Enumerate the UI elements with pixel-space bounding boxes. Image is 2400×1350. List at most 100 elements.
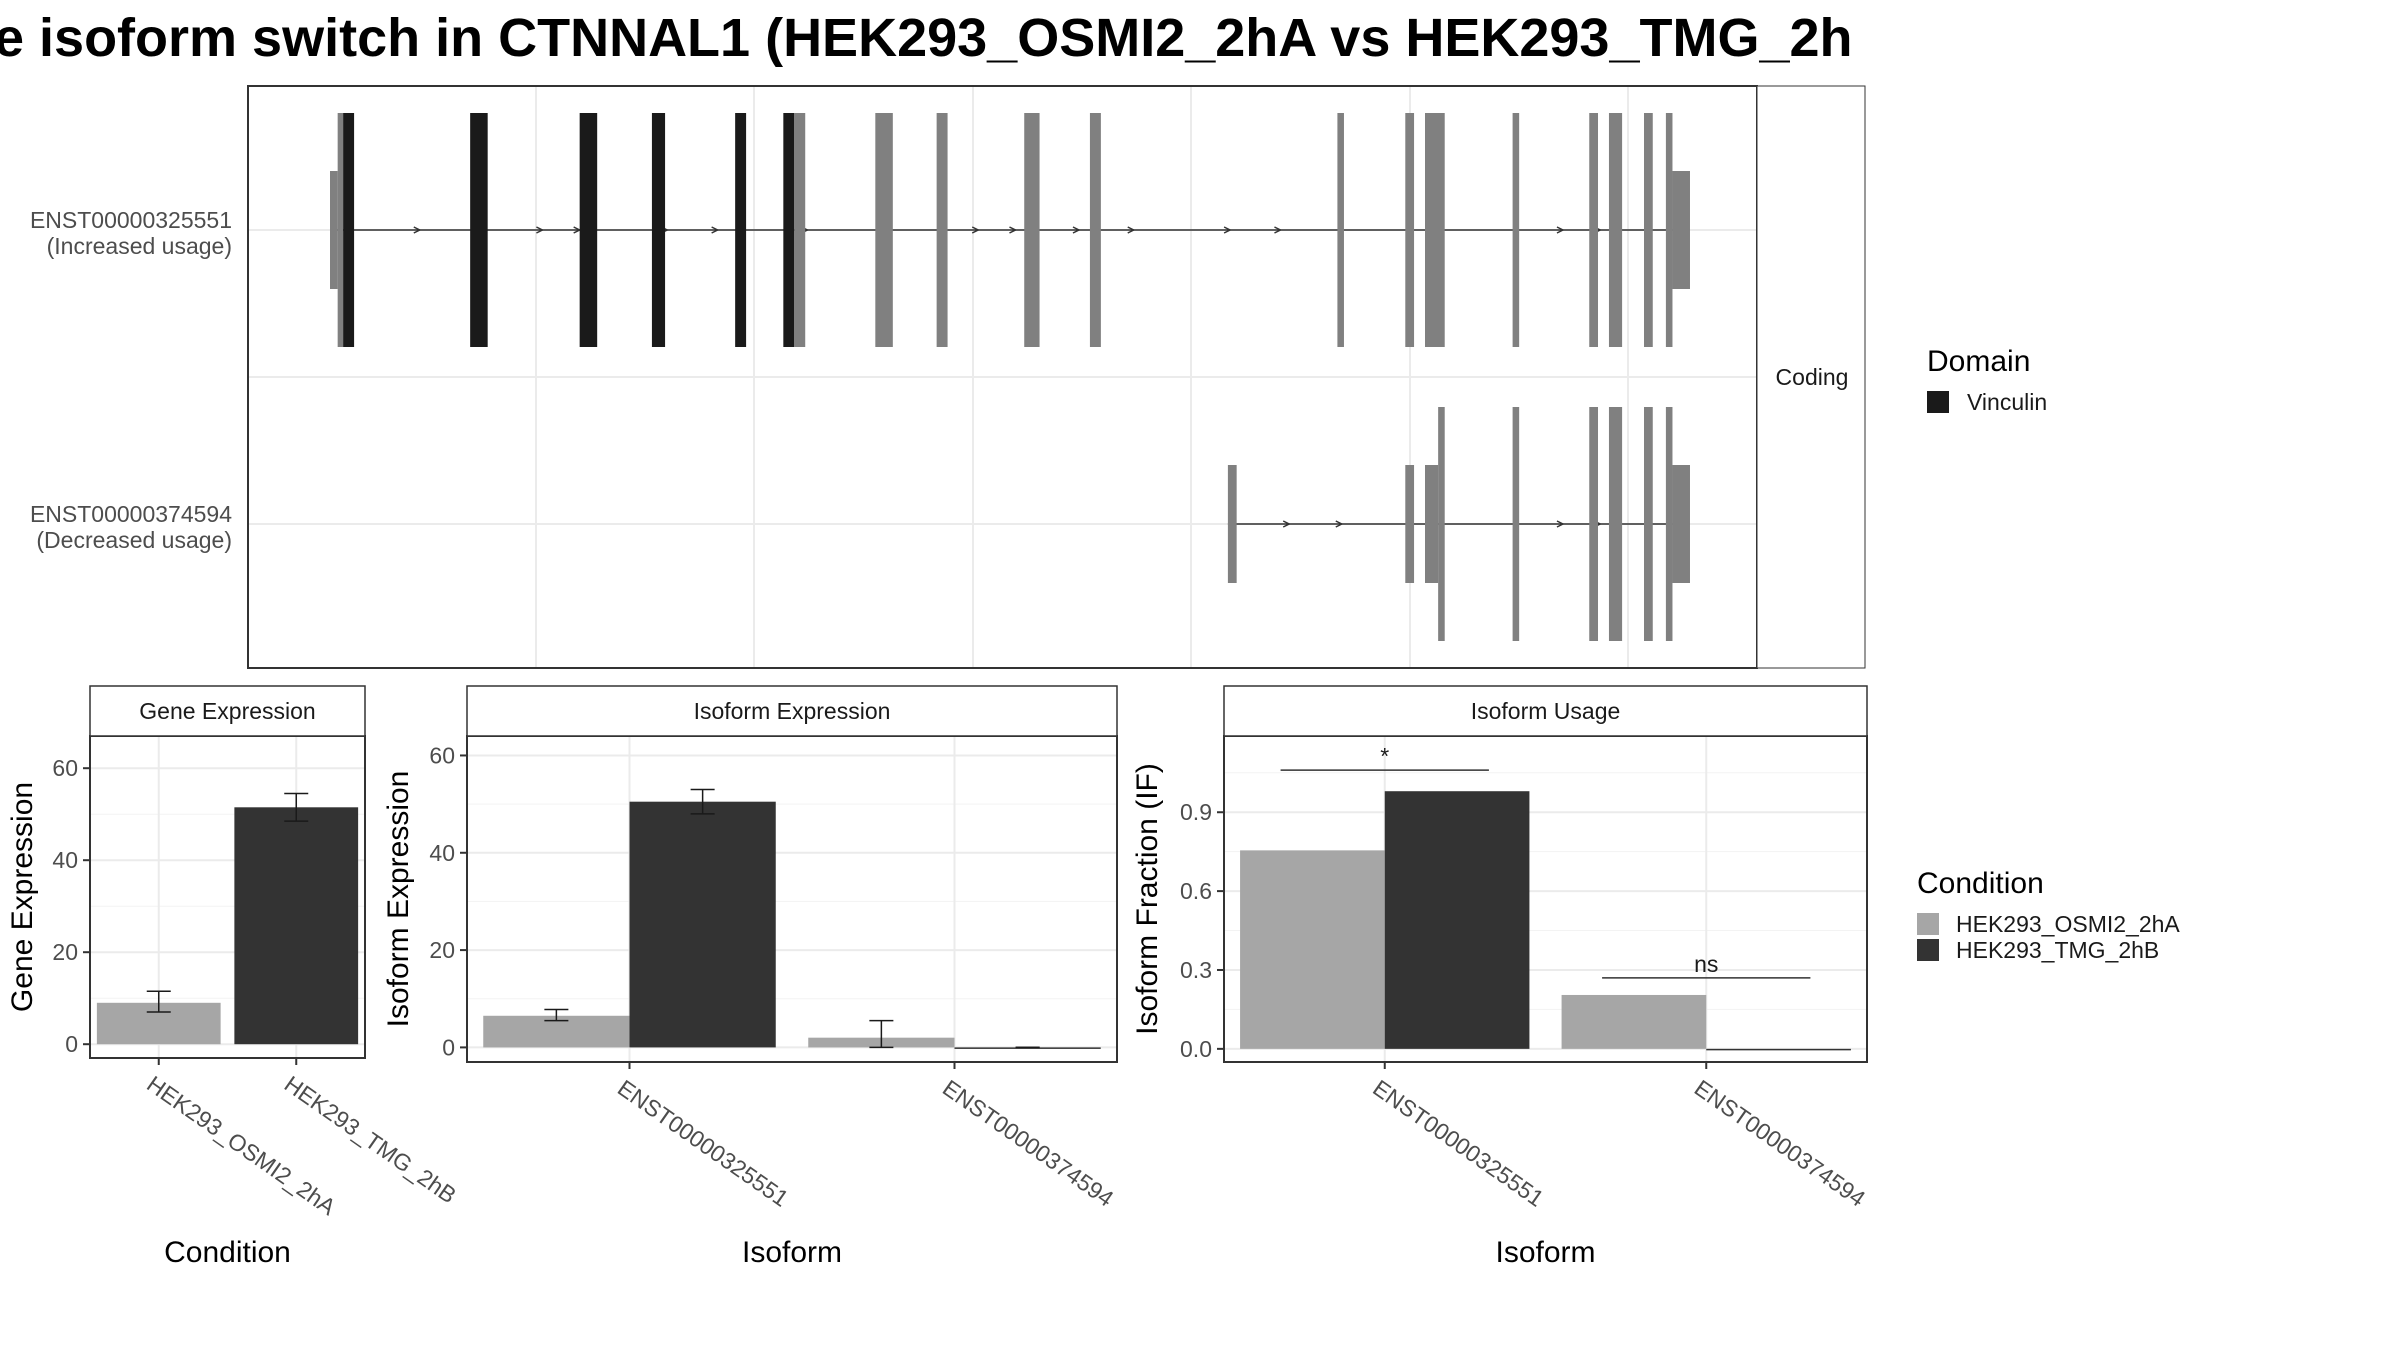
strand-arrow-icon: [1072, 226, 1081, 234]
exon-block: [343, 113, 355, 347]
strand-arrow-icon: [1274, 226, 1283, 234]
strand-arrow-icon: [1127, 226, 1136, 234]
exon-block: [1608, 113, 1623, 347]
condition-legend-label-tmg: HEK293_TMG_2hB: [1956, 937, 2159, 963]
exon-block: [1672, 465, 1690, 583]
panel-strip-title: Isoform Usage: [1471, 698, 1621, 724]
y-axis-title: Gene Expression: [6, 782, 39, 1012]
exon-block: [1227, 465, 1237, 583]
exon-block: [1672, 171, 1690, 289]
exon-block: [330, 171, 338, 289]
y-tick-label: 0.3: [1180, 957, 1212, 983]
exon-block: [1337, 113, 1344, 347]
structure-strip: [1756, 85, 1866, 669]
strand-arrow-icon: [1009, 226, 1018, 234]
exon-block: [1425, 465, 1439, 583]
bar: [629, 801, 776, 1048]
domain-legend-key: [1927, 391, 1949, 413]
exon-block: [1644, 407, 1653, 641]
exon-block: [1425, 113, 1445, 347]
strand-arrow-icon: [1335, 520, 1344, 528]
isoform-usage-label: (Increased usage): [47, 233, 232, 259]
domain-legend: Domain Vinculin: [1927, 345, 2047, 415]
exon-block: [875, 113, 893, 347]
bar: [1706, 1048, 1851, 1051]
exon-block: [794, 113, 806, 347]
strand-arrow-icon: [1556, 520, 1565, 528]
significance-label: ns: [1694, 951, 1718, 977]
y-tick-label: 20: [429, 937, 455, 963]
figure-title: e isoform switch in CTNNAL1 (HEK293_OSMI…: [0, 8, 1853, 68]
significance-label: *: [1380, 743, 1389, 769]
exon-block: [1024, 113, 1040, 347]
panel-strip: [1223, 685, 1868, 737]
bar: [1240, 850, 1385, 1049]
exon-block: [1405, 465, 1415, 583]
x-tick-label: ENST00000325551: [1368, 1075, 1548, 1212]
y-tick-label: 0.9: [1180, 799, 1212, 825]
exon-block: [1512, 407, 1520, 641]
exon-block: [1665, 407, 1673, 641]
exon-block: [337, 113, 344, 347]
exon-block: [1089, 113, 1101, 347]
panel-strip-title: Isoform Expression: [694, 698, 891, 724]
panel-strip: [89, 685, 366, 737]
y-tick-label: 20: [52, 939, 78, 965]
strand-arrow-icon: [536, 226, 545, 234]
exon-block: [1512, 113, 1520, 347]
exon-block: [1405, 113, 1415, 347]
strand-arrow-icon: [413, 226, 422, 234]
isoform-usage-label: (Decreased usage): [36, 527, 232, 553]
bar: [1384, 791, 1530, 1049]
exon-block: [470, 113, 488, 347]
y-tick-label: 0: [65, 1031, 78, 1057]
bar: [234, 807, 359, 1045]
isoform-structure-panel: ENST00000325551(Increased usage) ENST0000…: [30, 85, 1866, 669]
strand-arrow-icon: [1282, 520, 1291, 528]
y-axis-title: Isoform Fraction (IF): [1131, 763, 1164, 1035]
condition-legend: Condition HEK293_OSMI2_2hA HEK293_TMG_2h…: [1917, 867, 2180, 963]
condition-legend-label-osmi: HEK293_OSMI2_2hA: [1956, 911, 2180, 937]
exon-block: [1589, 407, 1599, 641]
y-tick-label: 60: [429, 742, 455, 768]
exon-block: [1608, 407, 1623, 641]
y-tick-label: 60: [52, 755, 78, 781]
exon-block: [651, 113, 666, 347]
x-tick-label: ENST00000374594: [938, 1075, 1119, 1212]
y-tick-label: 0.6: [1180, 878, 1212, 904]
bar: [1561, 994, 1707, 1049]
strand-arrow-icon: [1556, 226, 1565, 234]
panel-strip: [466, 685, 1118, 737]
exon-block: [579, 113, 598, 347]
exon-block: [1644, 113, 1653, 347]
panel-strip-title: Gene Expression: [139, 698, 315, 724]
isoform-id-label: ENST00000325551: [30, 207, 232, 233]
structure-strip-label: Coding: [1776, 364, 1849, 390]
exon-block: [936, 113, 948, 347]
condition-legend-title: Condition: [1917, 867, 2044, 900]
strand-arrow-icon: [1223, 226, 1232, 234]
x-axis-title: Isoform: [1495, 1236, 1595, 1269]
condition-legend-key-osmi: [1917, 913, 1939, 935]
y-axis-title: Isoform Expression: [382, 771, 415, 1028]
x-tick-label: ENST00000374594: [1690, 1075, 1871, 1212]
isoform-expression-panel: 0 20 40 60 ENST00000325551 ENST00000374594 Iso…: [382, 685, 1119, 1269]
isoform-id-label: ENST00000374594: [30, 501, 232, 527]
exon-block: [783, 113, 795, 347]
exon-block: [1589, 113, 1599, 347]
isoform-usage-panel: 0.0 0.3 0.6 0.9 * ENST00000325551 ns ENST000003…: [1131, 685, 1871, 1269]
exon-block: [735, 113, 747, 347]
strand-arrow-icon: [971, 226, 980, 234]
x-axis-title: Isoform: [742, 1236, 842, 1269]
domain-legend-label: Vinculin: [1967, 389, 2047, 415]
exon-block: [1665, 113, 1673, 347]
exon-block: [1438, 407, 1445, 641]
condition-legend-key-tmg: [1917, 939, 1939, 961]
x-tick-label: ENST00000325551: [613, 1075, 793, 1212]
y-tick-label: 40: [52, 847, 78, 873]
y-tick-label: 40: [429, 840, 455, 866]
strand-arrow-icon: [711, 226, 720, 234]
y-tick-label: 0.0: [1180, 1036, 1212, 1062]
